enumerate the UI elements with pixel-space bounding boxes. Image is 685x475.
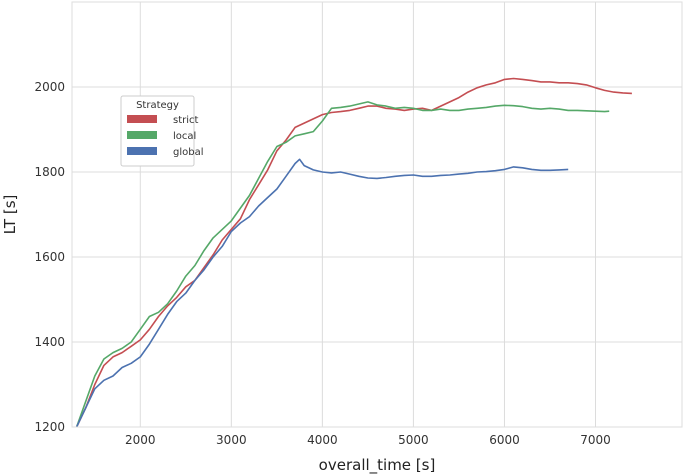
x-tick-label: 4000 xyxy=(307,433,338,447)
plot-frame xyxy=(71,1,683,428)
x-tick-label: 7000 xyxy=(580,433,611,447)
y-axis-label: LT [s] xyxy=(1,195,19,235)
plot-area xyxy=(72,2,682,427)
legend-swatch-strict xyxy=(127,115,157,123)
legend-label-strict: strict xyxy=(173,115,199,126)
x-tick-labels: 2000 3000 4000 5000 6000 7000 xyxy=(125,433,611,447)
y-tick-label: 2000 xyxy=(34,80,65,94)
legend-label-global: global xyxy=(173,147,204,158)
series-line-global xyxy=(75,158,569,428)
legend-title: Strategy xyxy=(136,100,179,111)
legend-label-local: local xyxy=(173,131,196,142)
x-tick-label: 2000 xyxy=(125,433,156,447)
series-lines xyxy=(75,77,632,428)
y-tick-labels: 1200 1400 1600 1800 2000 xyxy=(34,80,65,434)
series-line-strict xyxy=(75,77,632,428)
y-tick-label: 1400 xyxy=(34,335,65,349)
series-line-local xyxy=(75,101,610,428)
y-tick-label: 1600 xyxy=(34,250,65,264)
y-tick-label: 1800 xyxy=(34,165,65,179)
legend-items: strict local global xyxy=(127,115,204,158)
y-tick-label: 1200 xyxy=(34,420,65,434)
x-axis-label: overall_time [s] xyxy=(319,456,436,475)
x-tick-label: 6000 xyxy=(489,433,520,447)
legend: Strategy strict local global xyxy=(120,95,204,167)
legend-swatch-global xyxy=(127,147,157,155)
legend-swatch-local xyxy=(127,131,157,139)
x-tick-label: 3000 xyxy=(216,433,247,447)
x-tick-label: 5000 xyxy=(398,433,429,447)
